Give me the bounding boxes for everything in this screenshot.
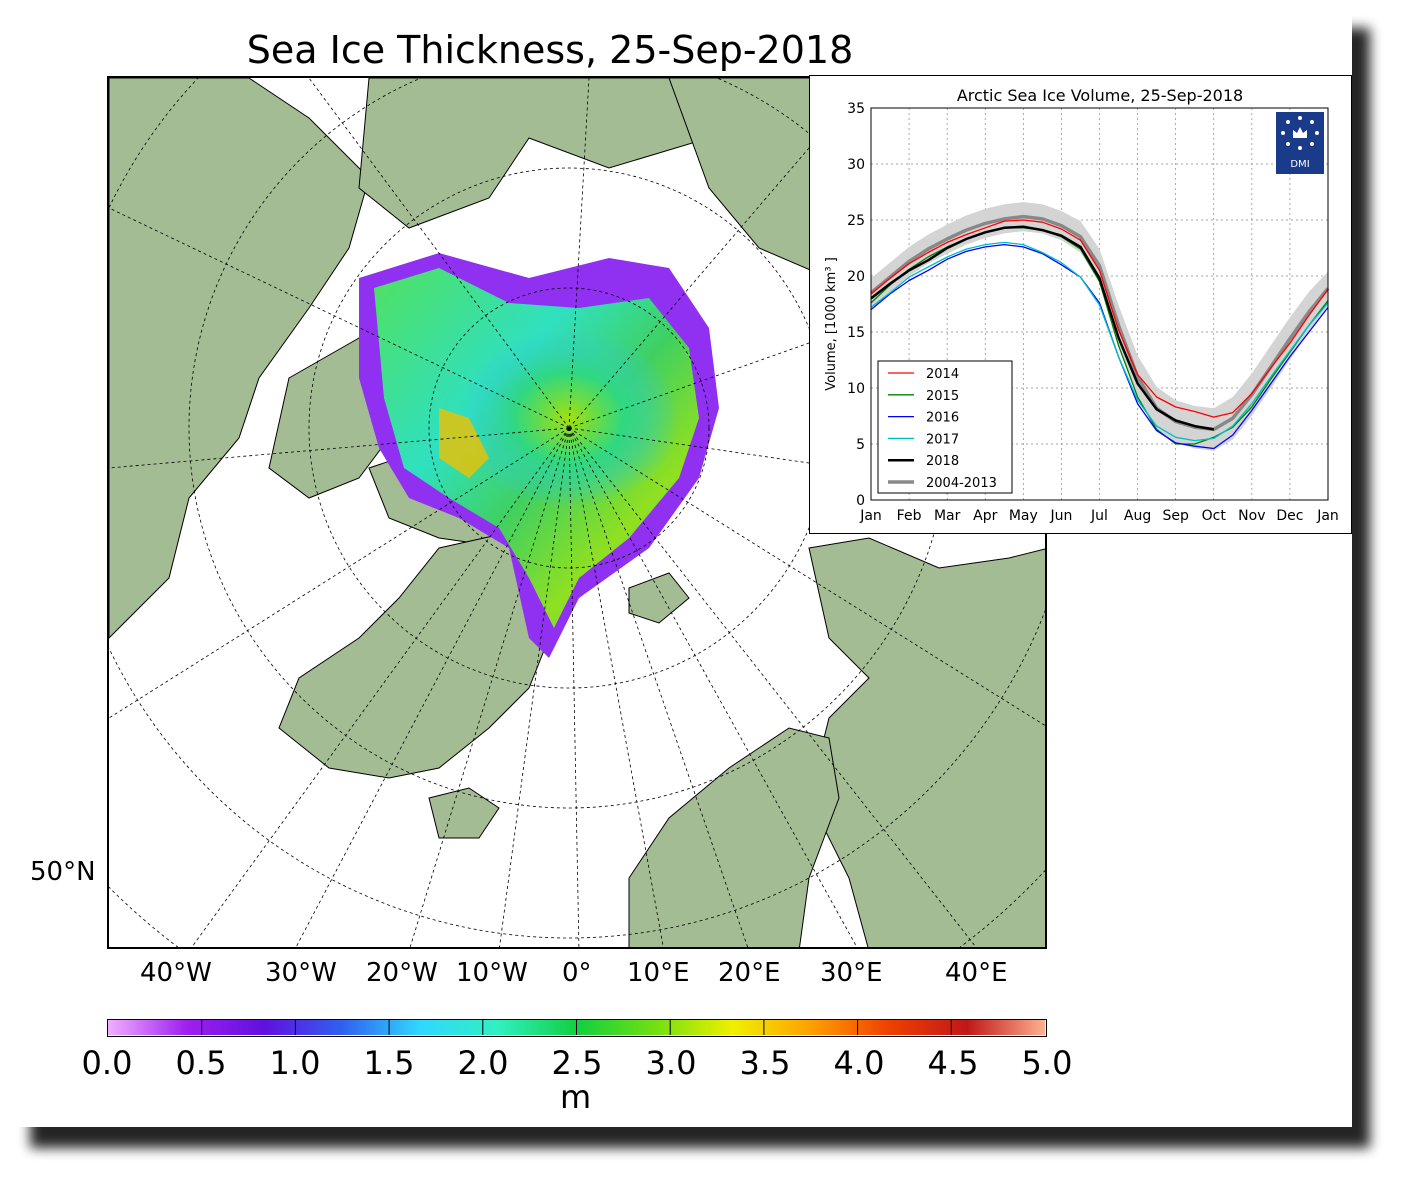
x-tick-label: May (1009, 508, 1038, 524)
colorbar-tick-label: 4.0 (833, 1044, 885, 1082)
x-tick-label: Feb (897, 508, 922, 524)
logo-text: DMI (1290, 159, 1309, 170)
x-tick-label: Dec (1276, 508, 1303, 524)
x-tick-label: Apr (973, 508, 997, 524)
colorbar-tick-label: 0.0 (81, 1044, 133, 1082)
lon-label: 30°E (820, 958, 883, 988)
map-title: Sea Ice Thickness, 25-Sep-2018 (246, 28, 854, 72)
colorbar-tick-label: 1.5 (363, 1044, 415, 1082)
series-line-2004-2013 (869, 214, 1330, 432)
colorbar-tick-label: 4.5 (927, 1044, 979, 1082)
x-tick-label: Mar (934, 508, 961, 524)
legend-label: 2015 (926, 389, 959, 404)
colorbar-tick-label: 3.0 (645, 1044, 697, 1082)
colorbar-tick-label: 3.5 (739, 1044, 791, 1082)
legend-label: 2018 (926, 454, 959, 469)
legend-label: 2004-2013 (926, 476, 997, 491)
plot-area-border (870, 107, 1329, 501)
climatology-band (871, 202, 1328, 451)
series-line-2016 (870, 243, 1329, 450)
lon-label: 20°W (366, 958, 438, 988)
y-axis-label: Volume, [1000 km³ ] (824, 257, 839, 391)
lon-label: 30°W (265, 958, 337, 988)
land-north-america (109, 78, 370, 639)
lon-label: 40°W (140, 958, 212, 988)
colorbar-ramp (108, 1020, 1045, 1035)
chart-title: Arctic Sea Ice Volume, 25-Sep-2018 (957, 86, 1243, 105)
colorbar-tick-label: 2.5 (551, 1044, 603, 1082)
y-tick-label: 20 (847, 269, 865, 285)
x-tick-label: Jul (1090, 508, 1108, 524)
lat-label: 50°N (30, 857, 96, 887)
colorbar-tick-label: 0.5 (175, 1044, 227, 1082)
legend-label: 2017 (926, 432, 959, 447)
series-line-2017 (870, 241, 1329, 442)
volume-chart-inset: Arctic Sea Ice Volume, 25-Sep-2018 Volum… (809, 75, 1352, 534)
x-tick-label: Jan (1316, 508, 1339, 524)
x-tick-label: Aug (1124, 508, 1151, 524)
lon-label: 40°E (945, 958, 1008, 988)
y-tick-label: 5 (856, 437, 865, 453)
series-line-2014 (870, 219, 1329, 418)
series-line-2018 (870, 225, 1215, 431)
lon-label: 10°W (456, 958, 528, 988)
y-tick-label: 35 (847, 101, 865, 117)
legend-label: 2014 (926, 367, 959, 382)
y-tick-label: 25 (847, 213, 865, 229)
colorbar-tick-label: 5.0 (1021, 1044, 1073, 1082)
x-tick-label: Jun (1049, 508, 1072, 524)
x-tick-label: Nov (1238, 508, 1265, 524)
lon-label: 20°E (718, 958, 781, 988)
y-tick-label: 30 (847, 157, 865, 173)
x-tick-label: Oct (1202, 508, 1227, 524)
y-tick-label: 0 (856, 493, 865, 509)
sea-ice-core (459, 328, 679, 508)
colorbar-tick-label: 2.0 (457, 1044, 509, 1082)
dmi-logo: DMI (1276, 112, 1324, 174)
legend-box (877, 360, 1013, 494)
sea-ice-thick-band (439, 408, 489, 478)
land-russia (808, 537, 1045, 947)
colorbar-unit: m (560, 1078, 592, 1116)
x-tick-label: Jan (859, 508, 882, 524)
land-svalbard (628, 572, 690, 624)
x-tick-label: Sep (1162, 508, 1189, 524)
land-scandinavia (628, 727, 840, 947)
lon-label: 10°E (627, 958, 690, 988)
legend-label: 2016 (926, 411, 959, 426)
land-iceland (428, 787, 500, 839)
lon-label: 0° (562, 958, 592, 988)
colorbar (107, 1019, 1047, 1037)
colorbar-tick-label: 1.0 (269, 1044, 321, 1082)
y-tick-label: 15 (847, 325, 865, 341)
volume-chart: Arctic Sea Ice Volume, 25-Sep-2018 Volum… (824, 86, 1339, 524)
y-tick-label: 10 (847, 381, 865, 397)
